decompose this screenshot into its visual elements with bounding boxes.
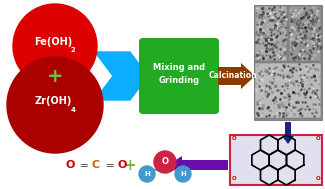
- Text: +: +: [47, 67, 63, 85]
- FancyBboxPatch shape: [139, 38, 219, 114]
- Text: Zr(OH): Zr(OH): [34, 96, 72, 106]
- Text: +: +: [124, 157, 136, 173]
- Circle shape: [175, 166, 191, 182]
- Text: O: O: [162, 157, 168, 167]
- FancyArrow shape: [282, 122, 294, 144]
- Text: H: H: [144, 171, 150, 177]
- Text: O: O: [232, 136, 236, 142]
- Circle shape: [7, 57, 103, 153]
- FancyBboxPatch shape: [255, 6, 287, 61]
- Text: ═: ═: [106, 160, 112, 170]
- Text: O: O: [117, 160, 127, 170]
- FancyBboxPatch shape: [255, 63, 321, 118]
- Text: O: O: [316, 177, 320, 181]
- FancyArrow shape: [168, 156, 228, 174]
- Text: 2: 2: [71, 47, 75, 53]
- Circle shape: [139, 166, 155, 182]
- FancyBboxPatch shape: [289, 6, 321, 61]
- Text: Mixing and
Grinding: Mixing and Grinding: [153, 63, 205, 85]
- Polygon shape: [95, 52, 148, 100]
- Text: O: O: [65, 160, 75, 170]
- FancyArrow shape: [218, 63, 255, 89]
- Text: C: C: [92, 160, 100, 170]
- Text: Calcination: Calcination: [209, 71, 257, 81]
- Text: 4: 4: [71, 107, 75, 113]
- Circle shape: [154, 151, 176, 173]
- FancyBboxPatch shape: [254, 5, 322, 120]
- Text: O: O: [316, 136, 320, 142]
- Text: ═: ═: [80, 160, 86, 170]
- Text: Fe(OH): Fe(OH): [34, 37, 72, 47]
- Circle shape: [13, 4, 97, 88]
- Text: H: H: [180, 171, 186, 177]
- FancyBboxPatch shape: [230, 135, 322, 185]
- Text: O: O: [232, 177, 236, 181]
